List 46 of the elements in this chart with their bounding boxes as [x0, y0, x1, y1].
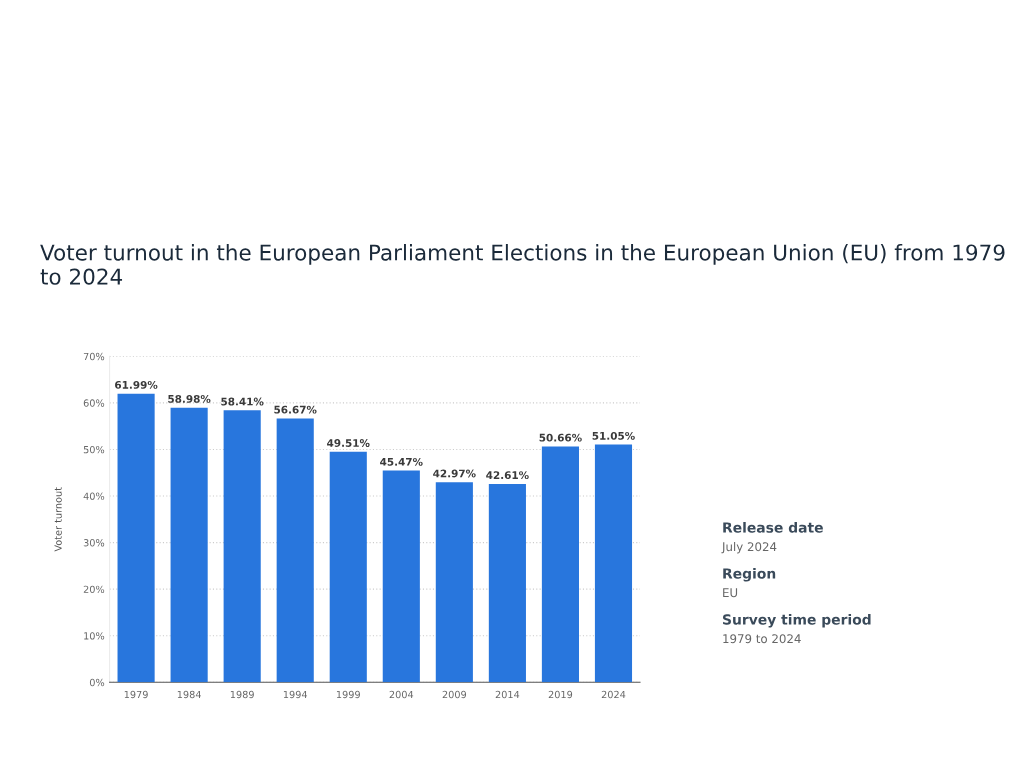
y-tick-label: 40% [83, 492, 105, 500]
data-label: 58.41% [221, 397, 264, 406]
chart-title: Voter turnout in the European Parliament Elections in the European Union (EU) from 1979 to 2024 [40, 244, 1005, 285]
bar [223, 410, 261, 683]
x-tick-label: 1979 [124, 690, 148, 699]
x-tick-label: 2019 [548, 690, 573, 699]
data-label: 56.67% [274, 405, 317, 414]
x-tick-label: 2024 [601, 690, 626, 699]
data-label: 49.51% [327, 439, 370, 447]
data-label: 45.47% [380, 457, 423, 466]
data-label: 58.98% [168, 394, 211, 403]
bar [435, 482, 473, 683]
data-label: 61.99% [115, 380, 158, 389]
bar [276, 418, 314, 683]
data-label: 42.61% [486, 471, 529, 480]
y-tick-label: 20% [83, 585, 105, 593]
x-tick-label: 1989 [230, 690, 254, 699]
y-axis-title: Voter turnout [54, 487, 62, 552]
bar [382, 470, 420, 683]
data-label: 51.05% [592, 431, 635, 440]
y-tick-label: 30% [83, 539, 105, 547]
x-tick-label: 1999 [336, 690, 360, 699]
bar [488, 483, 526, 683]
data-label: 50.66% [539, 433, 582, 442]
text: EU [723, 588, 738, 598]
bar [170, 407, 208, 683]
y-tick-label: 50% [83, 445, 105, 454]
x-tick-label: 2004 [389, 690, 414, 699]
y-tick-label: 0% [89, 678, 105, 687]
text: 1979 to 2024 [723, 634, 801, 644]
y-tick-label: 70% [83, 352, 105, 361]
y-tick-label: 60% [83, 399, 105, 407]
x-tick-label: 1984 [177, 690, 201, 699]
bar [541, 446, 579, 683]
bar [329, 451, 367, 683]
text: Region [723, 568, 776, 582]
y-tick-label: 10% [84, 632, 105, 640]
x-tick-label: 2009 [442, 690, 467, 699]
text: Survey time period [723, 614, 871, 628]
text: July 2024 [721, 542, 777, 554]
bar [594, 444, 633, 683]
data-label: 42.97% [433, 469, 476, 478]
x-tick-label: 2014 [495, 690, 520, 699]
x-tick-label: 1994 [283, 690, 308, 699]
bar [117, 393, 155, 683]
text: Release date [723, 522, 823, 533]
